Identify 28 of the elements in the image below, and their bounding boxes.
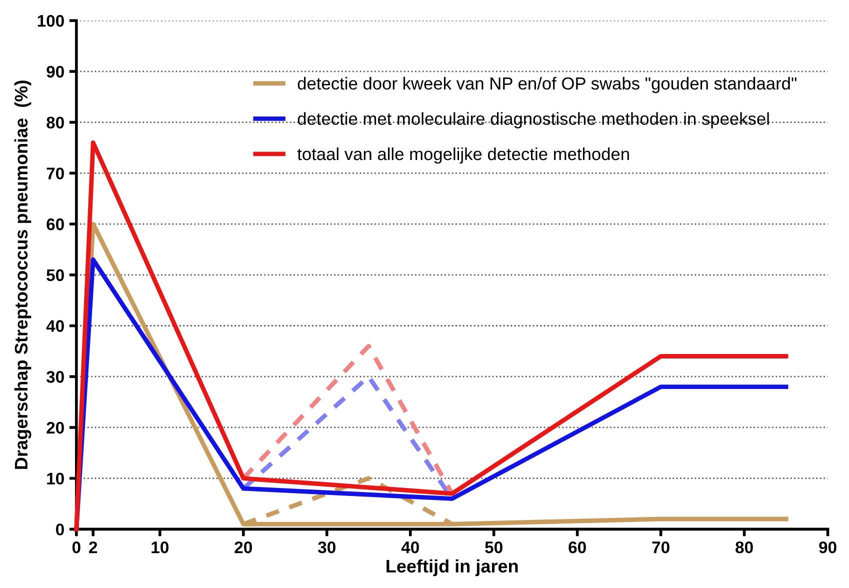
y-tick-label: 40 bbox=[46, 320, 64, 332]
y-tick-label: 80 bbox=[46, 116, 64, 129]
y-tick-label: 30 bbox=[46, 371, 64, 383]
y-tick-label: 60 bbox=[46, 218, 64, 230]
legend-label: detectie door kweek van NP en/of OP swabs "gouden standaard" bbox=[298, 76, 796, 94]
x-axis-title: Leeftijd in jaren bbox=[386, 559, 518, 576]
legend-label: totaal van alle mogelijke detectie methoden bbox=[297, 147, 629, 164]
y-tick-label: 100 bbox=[38, 14, 64, 27]
y-axis-title: Dragerschap Streptococcus pneumoniae (%) bbox=[14, 80, 32, 469]
x-tick-label: 40 bbox=[401, 541, 419, 554]
x-tick-label: 90 bbox=[819, 541, 836, 554]
x-tick-label: 0 bbox=[72, 541, 80, 554]
x-tick-label: 30 bbox=[318, 541, 336, 554]
x-tick-label: 2 bbox=[89, 541, 98, 554]
y-tick-label: 70 bbox=[46, 168, 64, 180]
line-series bbox=[74, 140, 788, 532]
x-tick-label: 70 bbox=[652, 541, 670, 554]
y-tick-label: 50 bbox=[46, 269, 64, 282]
x-tick-label: 50 bbox=[485, 541, 502, 554]
x-tick-label: 10 bbox=[152, 541, 168, 554]
y-tick-label: 20 bbox=[46, 422, 64, 434]
y-tick-label: 0 bbox=[56, 524, 64, 536]
y-tick-label: 10 bbox=[47, 472, 64, 485]
x-tick-label: 20 bbox=[234, 541, 252, 554]
x-tick-label: 60 bbox=[568, 541, 586, 554]
x-tick-label: 80 bbox=[736, 541, 753, 554]
legend-label: detectie met moleculaire diagnostische methoden in speeksel bbox=[298, 112, 769, 128]
y-tick-label: 90 bbox=[46, 66, 64, 78]
